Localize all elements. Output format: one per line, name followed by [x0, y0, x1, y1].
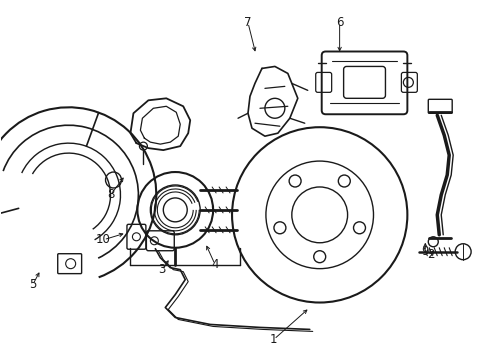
Text: 3: 3 [158, 263, 165, 276]
Text: 7: 7 [244, 16, 251, 29]
Text: 9: 9 [421, 245, 428, 258]
Text: 2: 2 [427, 248, 434, 261]
Text: 10: 10 [96, 233, 111, 246]
Text: 6: 6 [335, 16, 343, 29]
Text: 1: 1 [269, 333, 277, 346]
Text: 4: 4 [211, 258, 219, 271]
Text: 8: 8 [106, 188, 114, 202]
Text: 5: 5 [29, 278, 37, 291]
